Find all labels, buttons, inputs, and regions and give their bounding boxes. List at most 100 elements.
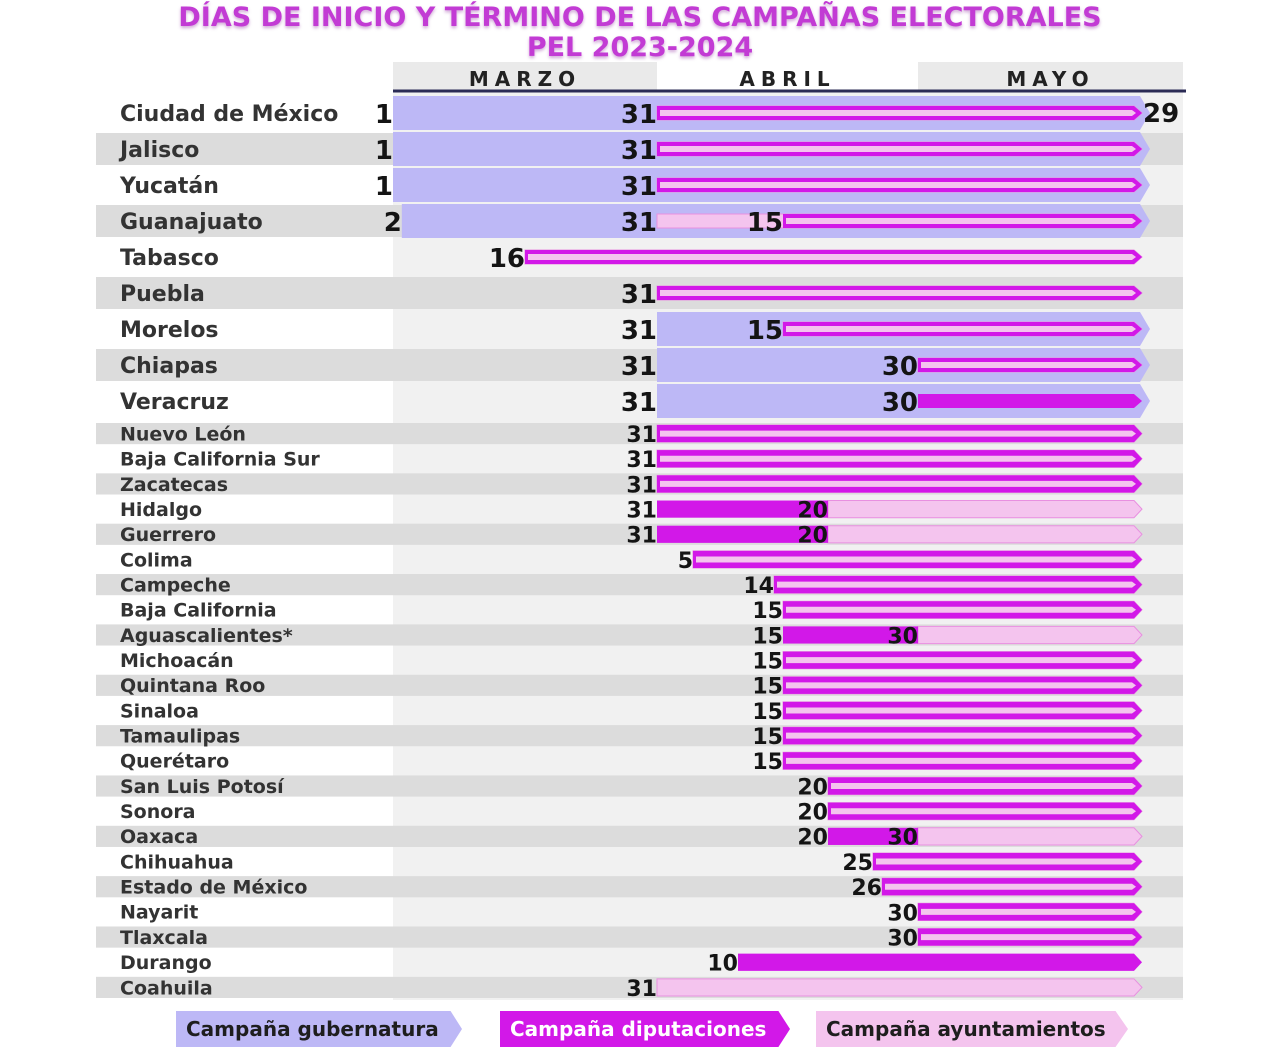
state-label: Zacatecas bbox=[120, 474, 228, 496]
row-stripe bbox=[96, 926, 1183, 948]
state-label: Veracruz bbox=[120, 390, 229, 415]
bar-gubernatura bbox=[657, 384, 918, 418]
day-label: 31 bbox=[621, 172, 657, 202]
state-label: Guanajuato bbox=[120, 210, 263, 235]
month-label: MAYO bbox=[1006, 67, 1094, 91]
state-label: Baja California bbox=[120, 600, 277, 622]
bar-gubernatura bbox=[393, 168, 657, 202]
legend-gubernatura: Campaña gubernatura bbox=[176, 1011, 462, 1047]
day-label: 14 bbox=[743, 574, 774, 599]
day-label: 15 bbox=[752, 624, 783, 649]
state-label: Chiapas bbox=[120, 354, 218, 379]
bar-ayuntamientos bbox=[917, 827, 1143, 846]
state-label: Tamaulipas bbox=[120, 726, 240, 748]
state-label: Michoacán bbox=[120, 650, 234, 672]
state-label: Colima bbox=[120, 549, 193, 571]
bar-ayuntamientos-inner bbox=[885, 883, 1136, 890]
day-label: 15 bbox=[752, 675, 783, 700]
day-label: 31 bbox=[626, 423, 657, 448]
state-label: Morelos bbox=[120, 318, 219, 343]
day-label: 31 bbox=[621, 388, 657, 418]
bar-ayuntamientos-inner bbox=[831, 783, 1136, 790]
day-label: 31 bbox=[626, 448, 657, 473]
day-label: 31 bbox=[621, 316, 657, 346]
end-day-label: 29 bbox=[1143, 99, 1179, 129]
bar-ayuntamientos-inner bbox=[786, 326, 1136, 332]
state-label: Oaxaca bbox=[120, 826, 198, 848]
month-header-bg bbox=[657, 62, 918, 90]
month-header-bg bbox=[918, 62, 1183, 90]
bar-ayuntamientos-inner bbox=[921, 362, 1136, 368]
bar-ayuntamientos-inner bbox=[786, 732, 1136, 739]
day-label: 31 bbox=[626, 524, 657, 549]
state-label: Estado de México bbox=[120, 877, 307, 899]
bar-ayuntamientos-inner bbox=[660, 430, 1136, 437]
state-label: Sonora bbox=[120, 801, 196, 823]
bar-ayuntamientos-inner bbox=[786, 757, 1136, 764]
bar-ayuntamientos bbox=[827, 525, 1143, 544]
bar-diputaciones bbox=[657, 525, 828, 543]
day-label: 30 bbox=[887, 826, 918, 851]
bar-ayuntamientos-inner bbox=[786, 218, 1136, 224]
legend-diputaciones: Campaña diputaciones bbox=[500, 1011, 790, 1047]
state-label: Baja California Sur bbox=[120, 449, 320, 471]
day-label: 31 bbox=[621, 208, 657, 238]
state-label: Campeche bbox=[120, 574, 231, 596]
state-label: Guerrero bbox=[120, 524, 216, 546]
bar-ayuntamientos-inner bbox=[660, 480, 1136, 487]
day-label: 15 bbox=[747, 208, 783, 238]
state-label: Yucatán bbox=[119, 174, 219, 199]
bar-ayuntamientos-inner bbox=[921, 934, 1136, 941]
bar-ayuntamientos-inner bbox=[786, 606, 1136, 613]
state-label: Nuevo León bbox=[120, 423, 246, 445]
bar-ayuntamientos-inner bbox=[660, 455, 1136, 462]
bar-ayuntamientos-inner bbox=[660, 146, 1136, 152]
day-label: 20 bbox=[797, 498, 828, 523]
state-label: Puebla bbox=[120, 282, 205, 307]
state-label: Querétaro bbox=[120, 751, 229, 773]
day-label: 15 bbox=[752, 650, 783, 675]
state-label: Quintana Roo bbox=[120, 675, 265, 697]
bar-ayuntamientos-inner bbox=[786, 657, 1136, 664]
bar-gubernatura bbox=[393, 96, 657, 130]
day-label: 31 bbox=[621, 280, 657, 310]
day-label: 1 bbox=[375, 100, 393, 130]
bar-diputaciones bbox=[783, 626, 918, 644]
day-label: 31 bbox=[621, 352, 657, 382]
bar-diputaciones bbox=[738, 953, 1142, 971]
day-label: 31 bbox=[621, 100, 657, 130]
bar-ayuntamientos-inner bbox=[921, 908, 1136, 915]
bar-ayuntamientos-inner bbox=[777, 581, 1136, 588]
day-label: 10 bbox=[707, 952, 738, 977]
day-label: 20 bbox=[797, 801, 828, 826]
day-label: 30 bbox=[887, 926, 918, 951]
bar-ayuntamientos-inner bbox=[786, 707, 1136, 714]
month-header-bg bbox=[393, 62, 657, 90]
day-label: 15 bbox=[747, 316, 783, 346]
state-label: Nayarit bbox=[120, 902, 198, 924]
day-label: 31 bbox=[626, 977, 657, 1002]
state-label: Ciudad de México bbox=[120, 102, 338, 127]
bar-diputaciones bbox=[828, 827, 918, 845]
day-label: 31 bbox=[626, 473, 657, 498]
day-label: 16 bbox=[489, 244, 525, 274]
day-label: 20 bbox=[797, 524, 828, 549]
day-label: 2 bbox=[384, 208, 402, 238]
bar-ayuntamientos-inner bbox=[786, 682, 1136, 689]
day-label: 15 bbox=[752, 725, 783, 750]
day-label: 30 bbox=[882, 352, 918, 382]
state-label: Sinaloa bbox=[120, 700, 199, 722]
state-label: Tlaxcala bbox=[120, 927, 208, 949]
day-label: 5 bbox=[678, 549, 693, 574]
bar-gubernatura bbox=[657, 348, 918, 382]
state-label: Coahuila bbox=[120, 977, 213, 999]
bar-ayuntamientos-inner bbox=[696, 556, 1136, 563]
month-label: MARZO bbox=[469, 67, 581, 91]
day-label: 30 bbox=[887, 624, 918, 649]
bar-ayuntamientos-inner bbox=[528, 254, 1136, 260]
bar-ayuntamientos bbox=[917, 625, 1143, 645]
bar-ayuntamientos bbox=[656, 978, 1143, 997]
day-label: 26 bbox=[851, 876, 882, 901]
bar-ayuntamientos-inner bbox=[660, 182, 1136, 188]
day-label: 31 bbox=[621, 136, 657, 166]
